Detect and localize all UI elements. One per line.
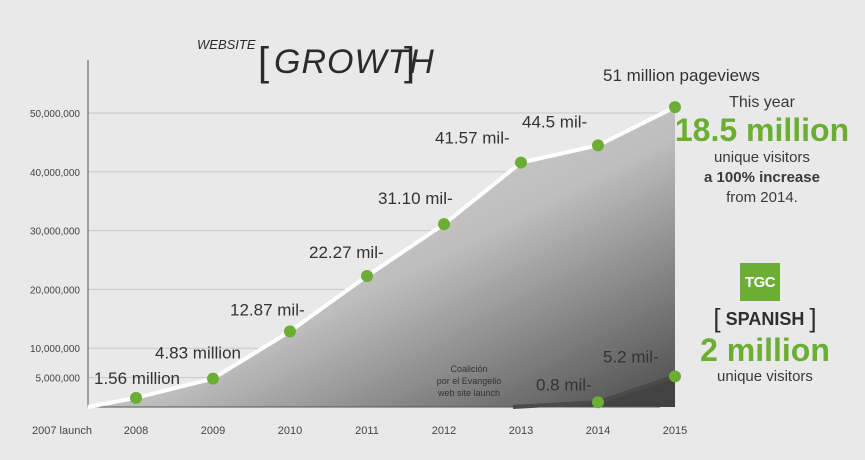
data-points [130, 101, 681, 409]
x-tick-label: 2010 [278, 425, 302, 437]
bracket-close: ] [809, 303, 817, 333]
y-tick-label: 40,000,000 [30, 168, 80, 179]
annotation-line: por el Evangelio [437, 376, 502, 386]
x-tick-labels: 2007 launch 2008 2009 2010 2011 2012 2013 2014 2… [32, 425, 687, 437]
y-tick-label: 20,000,000 [30, 285, 80, 296]
stats-panel-spanish: [ SPANISH ] 2 million unique visitors [690, 304, 840, 387]
y-tick-label: 50,000,000 [30, 109, 80, 120]
data-label-pageviews: 51 million pageviews [603, 66, 760, 85]
title-bracket-right: ] [404, 40, 415, 84]
data-label-pageviews: 12.87 mil- [230, 300, 305, 319]
y-tick-label: 10,000,000 [30, 344, 80, 355]
data-label-pageviews: 41.57 mil- [435, 129, 510, 148]
x-tick-label: 2014 [586, 425, 610, 437]
spanish-visitors-label: unique visitors [717, 368, 813, 385]
data-label-pageviews: 4.83 million [155, 344, 241, 363]
spanish-visitors-count: 2 million [700, 332, 830, 368]
data-point-pageviews [669, 101, 681, 114]
y-tick-labels: 5,000,000 10,000,000 20,000,000 30,000,000 4… [30, 109, 80, 385]
annotation-coalicion: Coalición por el Evangelio web site launch [437, 364, 502, 398]
bracket-open: [ [713, 303, 721, 333]
data-label-pageviews: 31.10 mil- [378, 189, 453, 208]
x-tick-label: 2008 [124, 425, 148, 437]
data-point-spanish [592, 396, 604, 409]
axes [87, 60, 660, 408]
chart-title: WEBSITE [ GROWTH ] [197, 37, 435, 84]
area-fill [88, 107, 675, 408]
annotation-line: web site launch [437, 388, 500, 398]
stats-increase: a 100% increase [704, 169, 820, 186]
spanish-label: SPANISH [725, 309, 805, 329]
x-tick-label: 2009 [201, 425, 225, 437]
data-label-spanish: 0.8 mil- [536, 375, 592, 394]
spanish-heading: [ SPANISH ] [690, 304, 840, 333]
series-area-spanish [513, 376, 675, 407]
x-tick-label: 2007 launch [32, 425, 92, 437]
data-point-spanish [669, 370, 681, 383]
annotations: Coalición por el Evangelio web site launch [437, 364, 502, 398]
x-tick-label: 2011 [355, 425, 379, 437]
stats-unique-visitors-count: 18.5 million [674, 112, 850, 148]
stats-from-year: from 2014. [726, 189, 798, 206]
y-tick-label: 30,000,000 [30, 227, 80, 238]
stats-unique-visitors-label: unique visitors [714, 149, 810, 166]
data-point-pageviews [438, 218, 450, 231]
data-label-pageviews: 22.27 mil- [309, 243, 384, 262]
data-label-pageviews: 1.56 million [94, 369, 180, 388]
y-tick-label: 5,000,000 [36, 374, 81, 385]
stats-this-year: This year [729, 94, 795, 111]
data-point-pageviews [207, 372, 219, 385]
tgc-logo: TGC [740, 263, 780, 301]
data-point-pageviews [130, 391, 142, 404]
data-point-pageviews [515, 156, 527, 169]
x-tick-label: 2012 [432, 425, 456, 437]
x-tick-label: 2013 [509, 425, 533, 437]
title-bracket-left: [ [258, 40, 269, 84]
data-point-pageviews [592, 139, 604, 152]
data-point-pageviews [284, 325, 296, 338]
data-labels: 1.56 million 4.83 million 12.87 mil- 22.27 … [94, 66, 760, 394]
series-area-pageviews [88, 107, 675, 408]
title-small: WEBSITE [197, 37, 256, 52]
data-point-pageviews [361, 270, 373, 283]
data-label-pageviews: 44.5 mil- [522, 112, 587, 131]
stats-panel-english: This year 18.5 million unique visitors a… [672, 94, 852, 208]
data-label-spanish: 5.2 mil- [603, 347, 659, 366]
title-big: GROWTH [274, 43, 435, 81]
annotation-line: Coalición [450, 364, 487, 374]
x-tick-label: 2015 [663, 425, 687, 437]
